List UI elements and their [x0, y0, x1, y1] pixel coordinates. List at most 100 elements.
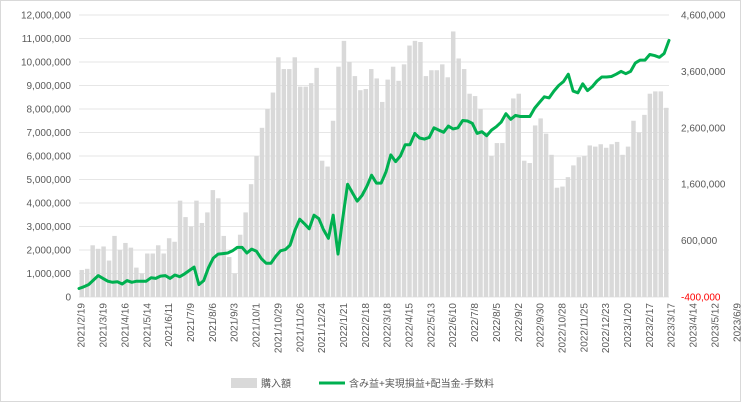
bar [603, 147, 609, 297]
x-tick-label: 2022/6/10 [448, 303, 459, 348]
bar [363, 89, 369, 298]
bar [248, 184, 254, 297]
bar [281, 69, 287, 297]
line-series [77, 38, 671, 290]
x-tick-label: 2021/10/1 [252, 303, 263, 348]
x-tick-label: 2021/11/26 [295, 303, 306, 353]
bar [658, 91, 664, 297]
legend-label-line: 含み益+実現損益+配当金-手数料 [349, 377, 494, 390]
bar [95, 248, 101, 297]
right-tick-label: 600,000 [681, 236, 718, 247]
x-tick-label: 2022/3/18 [383, 303, 394, 348]
left-tick-label: 4,000,000 [27, 199, 72, 210]
left-axis-ticks: 0 1,000,000 2,000,000 3,000,000 4,000,000 5,0… [21, 11, 72, 304]
right-tick-label: 1,600,000 [681, 180, 726, 191]
bar [631, 120, 636, 297]
x-tick-label: 2022/9/30 [536, 303, 547, 348]
x-tick-label: 2022/8/5 [492, 303, 503, 342]
x-tick-label: 2023/3/17 [667, 303, 678, 348]
bar [450, 31, 456, 297]
bar [330, 120, 336, 297]
bar [478, 109, 483, 297]
bar [609, 144, 614, 297]
left-tick-label: 11,000,000 [22, 34, 72, 45]
bar [593, 146, 598, 297]
bar [270, 92, 276, 297]
bar [221, 235, 226, 297]
legend: 購入額 含み益+実現損益+配当金-手数料 [231, 377, 494, 390]
x-tick-label: 2021/4/16 [120, 303, 131, 348]
bar [210, 190, 216, 297]
bar [84, 268, 90, 297]
bar [511, 98, 516, 297]
bar [308, 83, 314, 298]
left-tick-label: 8,000,000 [27, 105, 72, 116]
bar [396, 80, 401, 297]
bar [243, 212, 248, 297]
bar [352, 76, 358, 297]
bar [254, 156, 259, 297]
bar [429, 70, 434, 297]
bar [445, 77, 450, 298]
bar [341, 40, 347, 297]
x-tick-label: 2023/2/17 [645, 303, 656, 348]
bar [587, 145, 593, 297]
bar [636, 132, 642, 297]
bar-series [79, 31, 669, 298]
bar [401, 64, 407, 297]
bar [560, 186, 565, 297]
left-tick-label: 5,000,000 [27, 175, 72, 186]
bar [532, 125, 538, 297]
x-tick-label: 2022/11/25 [579, 303, 590, 353]
x-tick-label: 2021/5/14 [142, 303, 153, 348]
bar [582, 156, 587, 297]
bar [412, 40, 418, 297]
bar [516, 93, 521, 297]
x-tick-label: 2023/5/12 [710, 303, 721, 348]
x-tick-label: 2021/3/19 [99, 303, 110, 348]
bar [106, 260, 112, 297]
x-axis-ticks: 2021/2/19 2021/3/19 2021/4/16 2021/5/14 2021… [77, 303, 741, 353]
left-tick-label: 9,000,000 [27, 81, 72, 92]
bar [128, 247, 134, 297]
bar [549, 154, 554, 297]
bar [423, 76, 429, 297]
bar [642, 114, 647, 297]
x-tick-label: 2022/7/8 [470, 303, 481, 342]
x-tick-label: 2022/4/15 [405, 303, 416, 348]
bar [379, 101, 385, 297]
bar [472, 96, 478, 297]
bar [265, 109, 270, 297]
bar [614, 141, 620, 297]
left-tick-label: 2,000,000 [27, 246, 72, 257]
bar [461, 69, 467, 297]
bar [571, 165, 576, 297]
bar [292, 57, 298, 297]
bar [139, 273, 145, 297]
bar [456, 58, 461, 297]
left-tick-label: 1,000,000 [27, 269, 72, 280]
bar [216, 198, 221, 297]
right-axis-ticks: -400,000 600,000 1,600,000 2,600,000 3,600,0… [681, 11, 726, 304]
bar [358, 90, 363, 297]
bar [117, 250, 123, 297]
bar [79, 269, 84, 297]
x-tick-label: 2022/12/23 [601, 303, 612, 353]
bar [407, 45, 412, 297]
bar [440, 64, 445, 297]
bar [205, 212, 210, 297]
bar [199, 222, 205, 297]
bar [543, 133, 549, 297]
bar [287, 69, 292, 297]
bar [232, 273, 237, 297]
bar [527, 163, 532, 297]
line-series-path [77, 38, 671, 290]
bar [183, 217, 188, 297]
bar [489, 156, 494, 297]
legend-swatch-bar [231, 378, 257, 388]
bar [303, 86, 308, 297]
bar [166, 238, 172, 297]
x-tick-label: 2022/1/21 [339, 303, 350, 348]
bar [314, 67, 319, 297]
